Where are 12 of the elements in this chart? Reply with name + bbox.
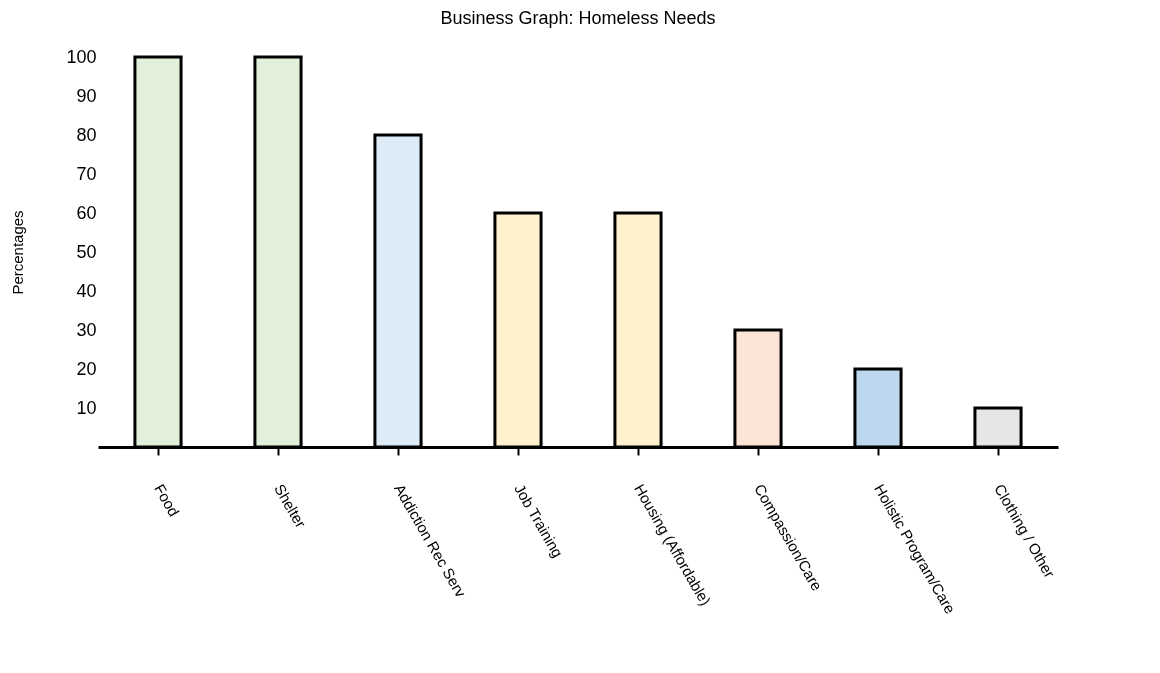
y-tick-label: 30	[76, 319, 97, 340]
y-tick-label: 60	[76, 202, 97, 223]
y-tick-label: 90	[76, 85, 97, 106]
y-tick-label: 40	[76, 280, 97, 301]
y-axis-title: Percentages	[9, 210, 27, 295]
y-tick-label: 80	[76, 124, 97, 145]
y-tick-label: 50	[76, 241, 97, 262]
y-tick-label: 100	[66, 46, 97, 67]
y-tick-label: 10	[76, 397, 97, 418]
y-tick-label: 20	[76, 358, 97, 379]
chart-title: Business Graph: Homeless Needs	[440, 8, 716, 28]
y-tick-label: 70	[76, 163, 97, 184]
